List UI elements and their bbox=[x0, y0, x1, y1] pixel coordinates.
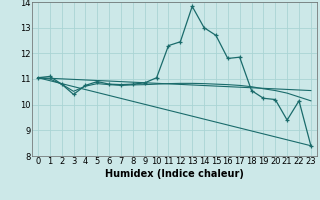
X-axis label: Humidex (Indice chaleur): Humidex (Indice chaleur) bbox=[105, 169, 244, 179]
